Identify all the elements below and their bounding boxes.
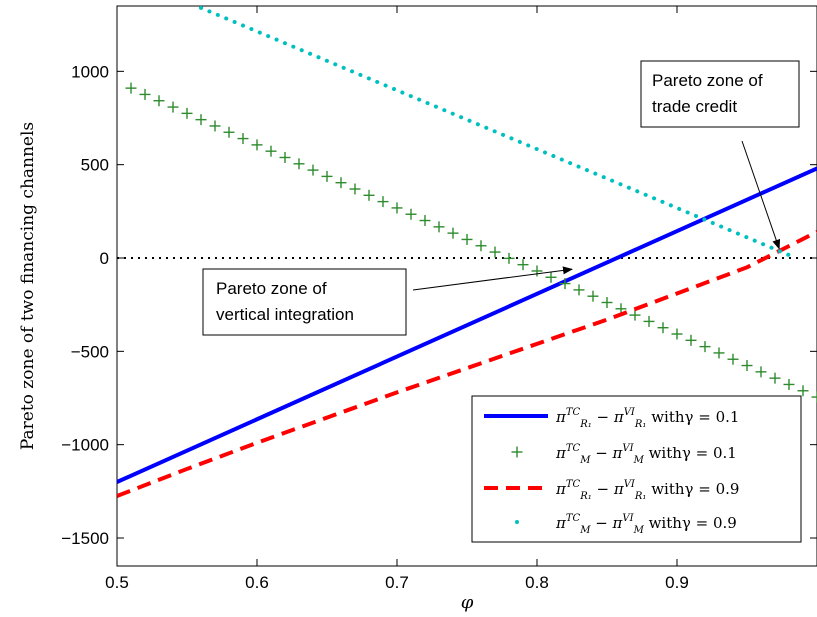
series-2-point xyxy=(405,208,417,220)
x-tick-label: 0.9 xyxy=(665,573,689,592)
x-tick-label: 0.8 xyxy=(525,573,549,592)
series-2-point xyxy=(671,328,683,340)
series-2-point xyxy=(503,252,515,264)
x-tick-label: 0.7 xyxy=(385,573,409,592)
legend-marker-plus xyxy=(511,446,523,458)
legend-label: πTCR₁ − πVIR₁ withγ = 0.1 xyxy=(555,407,739,430)
series-2-point xyxy=(629,309,641,321)
legend: πTCR₁ − πVIR₁ withγ = 0.1 πTCM − πVIM wit… xyxy=(471,395,802,543)
series-2-point xyxy=(475,240,487,252)
series-2-point xyxy=(559,278,571,290)
x-tick-label: 0.5 xyxy=(105,573,129,592)
series-2-point xyxy=(727,353,739,365)
legend-entry-3: πTCR₁ − πVIR₁ withγ = 0.9 xyxy=(484,479,739,502)
series-2-point xyxy=(643,315,655,327)
annotation-text-trade-credit-line2: trade credit xyxy=(652,97,737,116)
ticks-layer: 0.5 0.6 0.7 0.8 0.9 1000 500 0 −500 −1000 −1500 xyxy=(61,6,817,592)
series-2-point xyxy=(461,233,473,245)
annotation-arrow-vertical-integration xyxy=(412,266,573,291)
annotation-text-trade-credit-line1: Pareto zone of xyxy=(652,71,763,90)
series-2-point xyxy=(349,183,361,195)
y-tick-label: 0 xyxy=(100,249,109,268)
series-2-point xyxy=(209,120,221,132)
series-3-line xyxy=(117,230,817,498)
legend-label: πTCM − πVIM withγ = 0.9 xyxy=(555,513,737,536)
series-2-point xyxy=(293,158,305,170)
legend-box xyxy=(471,395,802,543)
series-2-point xyxy=(741,360,753,372)
series-2-point xyxy=(391,202,403,214)
series-2-point xyxy=(181,107,193,119)
y-tick-label: −1000 xyxy=(61,436,109,455)
annotation-arrow-trade-credit xyxy=(741,140,781,250)
series-1-line xyxy=(117,166,817,484)
series-2-point xyxy=(265,145,277,157)
legend-marker-dot xyxy=(515,520,519,524)
series-2-point xyxy=(685,334,697,346)
series-2-point xyxy=(811,391,817,403)
series-2-point xyxy=(489,246,501,258)
annotation-text-vertical-integration-line2: vertical integration xyxy=(216,305,354,324)
series-2-point xyxy=(783,378,795,390)
series-2-point xyxy=(755,366,767,378)
series-2-point xyxy=(531,265,543,277)
series-2-point xyxy=(251,139,263,151)
series-2-point xyxy=(363,189,375,201)
series-2-point xyxy=(517,259,529,271)
series-4-line xyxy=(199,6,798,260)
annotation-text-vertical-integration-line1: Pareto zone of xyxy=(216,279,327,298)
x-tick-label: 0.6 xyxy=(245,573,269,592)
series-2-point xyxy=(797,385,809,397)
series-2-point xyxy=(447,227,459,239)
legend-entry-1: πTCR₁ − πVIR₁ withγ = 0.1 xyxy=(484,407,739,430)
series-2-point xyxy=(167,101,179,113)
series-2-point xyxy=(587,290,599,302)
series-2-point xyxy=(279,151,291,163)
series-2-point xyxy=(769,372,781,384)
series-2-point xyxy=(573,284,585,296)
series-2-point xyxy=(545,271,557,283)
legend-label: πTCR₁ − πVIR₁ withγ = 0.9 xyxy=(555,479,739,502)
series-2-point xyxy=(237,133,249,145)
y-tick-label: 500 xyxy=(81,156,109,175)
y-axis-label: Pareto zone of two financing channels xyxy=(18,122,38,450)
annotation-trade-credit: Pareto zone of trade credit xyxy=(640,60,800,250)
legend-entry-2: πTCM − πVIM withγ = 0.1 xyxy=(511,443,737,466)
series-2-point xyxy=(433,221,445,233)
series-2-point xyxy=(713,347,725,359)
annotation-box-vertical-integration xyxy=(202,268,407,336)
series-2-point xyxy=(657,322,669,334)
series-2-point xyxy=(153,95,165,107)
series-2-point xyxy=(335,177,347,189)
series-2-point xyxy=(223,126,235,138)
series-2-point xyxy=(377,196,389,208)
y-tick-label: −500 xyxy=(71,342,109,361)
y-tick-label: 1000 xyxy=(71,62,109,81)
series-2-point xyxy=(139,88,151,100)
series-2-point xyxy=(601,296,613,308)
legend-label: πTCM − πVIM withγ = 0.1 xyxy=(555,443,737,466)
series-layer xyxy=(117,6,817,498)
annotation-box-trade-credit xyxy=(640,60,800,128)
x-axis-label: φ xyxy=(461,592,474,613)
series-2-point xyxy=(195,114,207,126)
series-2-point xyxy=(419,215,431,227)
series-2-point xyxy=(307,164,319,176)
annotation-vertical-integration: Pareto zone of vertical integration xyxy=(202,266,573,336)
series-2-point xyxy=(699,341,711,353)
series-2-point xyxy=(125,82,137,94)
legend-entries: πTCR₁ − πVIR₁ withγ = 0.1 πTCM − πVIM wit… xyxy=(484,407,739,536)
legend-entry-4: πTCM − πVIM withγ = 0.9 xyxy=(515,513,737,536)
y-tick-label: −1500 xyxy=(61,529,109,548)
series-2-point xyxy=(321,170,333,182)
